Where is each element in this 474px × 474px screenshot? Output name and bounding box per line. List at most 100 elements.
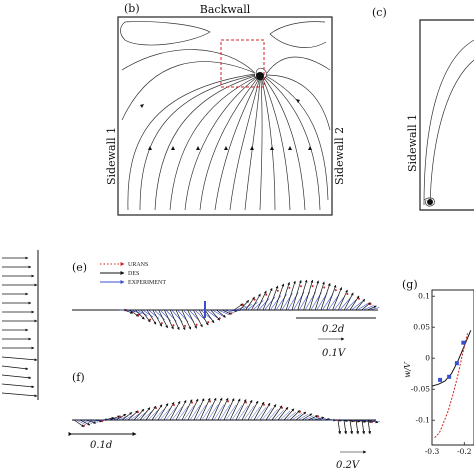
legend-experiment-label: EXPERIMENT xyxy=(128,280,166,286)
des-vector xyxy=(181,399,193,421)
des-vector xyxy=(152,309,163,327)
experiment-vector xyxy=(333,296,345,311)
experiment-vector xyxy=(246,301,258,311)
des-vector xyxy=(115,413,127,421)
panel-d-vector xyxy=(1,365,29,371)
experiment-vector xyxy=(303,415,315,421)
des-vector xyxy=(145,405,157,421)
chart-g-point xyxy=(454,361,459,366)
des-vector xyxy=(251,293,261,311)
panel-e-label: (e) xyxy=(72,261,87,274)
chart-g-series-line xyxy=(434,333,468,438)
des-vector xyxy=(337,419,342,435)
panel-d-vector xyxy=(1,374,32,380)
experiment-vector xyxy=(255,407,267,421)
sidewall2-label: Sidewall 2 xyxy=(333,127,346,185)
des-vector xyxy=(210,309,221,321)
des-vector xyxy=(235,399,247,421)
urans-marker xyxy=(230,312,233,315)
urans-marker xyxy=(288,286,291,289)
experiment-vector xyxy=(171,406,183,421)
des-vector xyxy=(265,404,277,421)
des-vector xyxy=(349,295,360,311)
panel-d-vector xyxy=(1,356,38,362)
des-vector xyxy=(233,303,244,311)
des-vector xyxy=(127,410,139,421)
des-vector xyxy=(253,401,265,421)
experiment-vector xyxy=(235,305,247,311)
des-vector xyxy=(349,419,361,423)
urans-marker xyxy=(369,303,372,306)
panel-c-vortex xyxy=(427,199,433,205)
des-vector xyxy=(217,397,229,421)
urans-marker xyxy=(281,406,283,409)
urans-marker xyxy=(137,314,140,317)
des-vector xyxy=(337,419,349,423)
experiment-vector xyxy=(264,296,276,311)
des-vector xyxy=(73,419,85,428)
des-vector xyxy=(151,404,163,421)
urans-marker xyxy=(173,403,175,406)
urans-marker xyxy=(300,285,302,288)
experiment-vector xyxy=(328,294,340,311)
chart-g-series-line xyxy=(431,330,472,387)
des-vector xyxy=(158,309,168,329)
des-vector xyxy=(193,309,203,328)
panel-e-length-scale-label: 0.2d xyxy=(322,324,344,335)
chart-g-frame xyxy=(431,289,474,446)
des-vector xyxy=(274,283,285,311)
experiment-vector xyxy=(273,409,285,421)
legend-e: URANS DES EXPERIMENT xyxy=(100,262,166,286)
des-vector xyxy=(343,419,355,423)
chart-g-ytick-label: -0.1 xyxy=(416,416,430,425)
des-vector xyxy=(283,408,295,421)
urans-marker xyxy=(207,321,210,324)
chart-g-point xyxy=(461,340,466,345)
urans-marker xyxy=(311,285,314,288)
des-vector xyxy=(262,287,273,311)
experiment-vector xyxy=(258,298,270,311)
panel-d-fragment xyxy=(1,250,39,400)
urans-marker xyxy=(299,410,301,413)
des-vector xyxy=(367,305,377,311)
experiment-vector xyxy=(213,404,225,421)
des-vector xyxy=(181,309,192,330)
des-vector xyxy=(222,309,232,315)
chart-g-xtick-label: -0.2 xyxy=(457,447,472,456)
experiment-vector xyxy=(75,419,87,425)
panel-b: (b) Backwall Sidewall 1 Sidewall 2 xyxy=(105,2,346,216)
legend-urans-label: URANS xyxy=(128,262,148,268)
experiment-vector xyxy=(206,309,218,318)
des-vector xyxy=(280,281,290,311)
experiment-vector xyxy=(291,413,303,421)
des-vector xyxy=(198,309,209,326)
urans-marker xyxy=(245,401,247,404)
chart-g-ylabel: w/V xyxy=(403,361,412,378)
des-vector xyxy=(355,298,366,311)
experiment-vector xyxy=(261,408,273,421)
experiment-vector xyxy=(225,404,237,421)
des-vector xyxy=(343,419,348,435)
experiment-vector xyxy=(183,405,195,421)
experiment-vector xyxy=(223,309,235,313)
panel-e-vectors xyxy=(118,279,380,331)
experiment-vector xyxy=(231,405,243,421)
urans-marker xyxy=(346,292,349,295)
des-vector xyxy=(140,309,151,323)
des-vector xyxy=(361,419,366,435)
des-vector xyxy=(320,282,331,311)
des-vector xyxy=(277,406,289,421)
des-vector xyxy=(205,397,217,421)
experiment-vector xyxy=(241,303,252,311)
experiment-vector xyxy=(252,300,264,311)
urans-marker xyxy=(242,304,244,307)
experiment-vector xyxy=(357,303,368,311)
des-vector xyxy=(245,296,255,311)
experiment-vector xyxy=(285,411,297,421)
urans-marker xyxy=(323,286,326,289)
urans-marker xyxy=(191,401,193,404)
des-vector xyxy=(297,279,308,311)
panel-d-vector xyxy=(1,392,38,398)
urans-marker xyxy=(263,403,265,406)
des-vector xyxy=(349,419,354,435)
